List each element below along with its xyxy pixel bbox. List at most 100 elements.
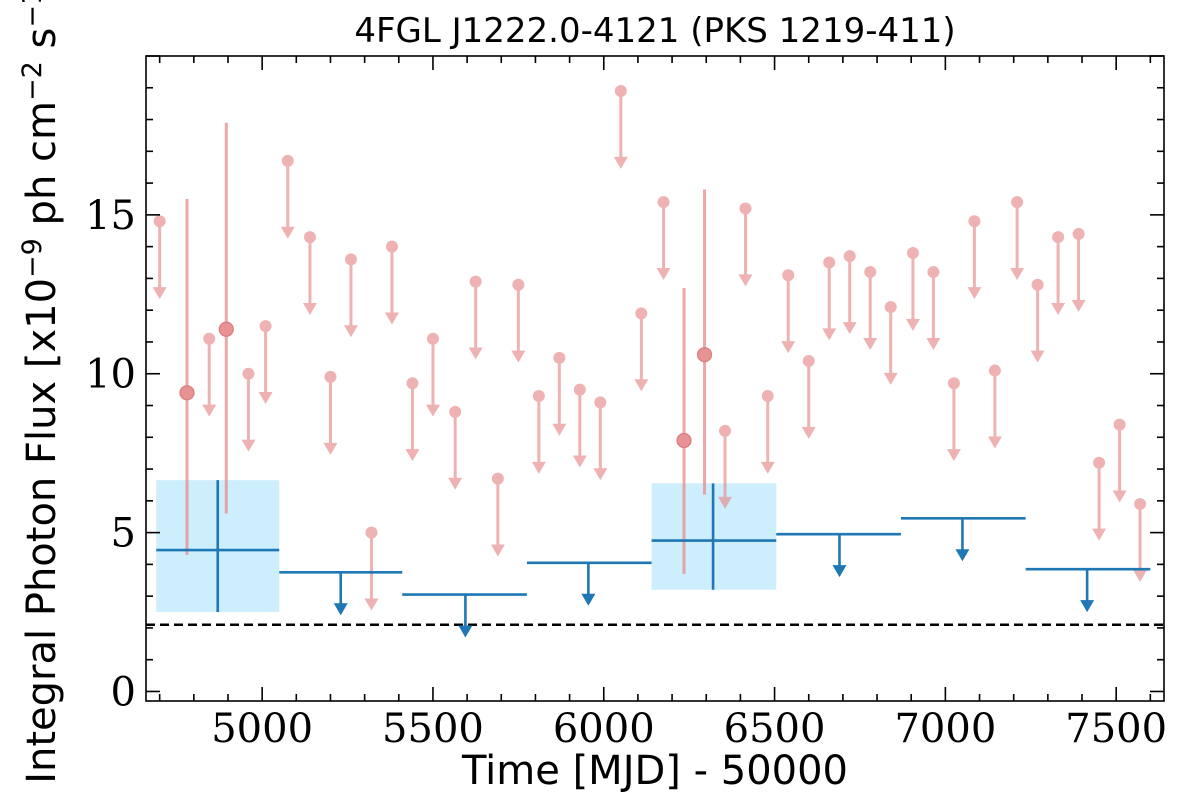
long-bin-upper-limit xyxy=(1025,567,1151,613)
y-tick-label: 15 xyxy=(85,193,136,239)
short-bin-arrow-head xyxy=(905,318,920,331)
short-bin-upper-limit xyxy=(343,253,358,338)
short-bin-ul-marker xyxy=(927,266,940,279)
short-bin-arrow-head xyxy=(1010,268,1025,281)
short-bin-arrow-head xyxy=(967,287,982,300)
short-bin-ul-marker xyxy=(968,215,981,228)
short-bin-upper-limit xyxy=(152,215,167,300)
short-bin-arrow-head xyxy=(842,322,857,335)
short-bin-ul-marker xyxy=(594,396,607,409)
short-bin-ul-marker xyxy=(303,231,316,244)
short-bin-arrow-head xyxy=(926,337,941,350)
short-bin-arrow-head xyxy=(152,287,167,300)
short-bin-arrow-head xyxy=(343,325,358,338)
short-bin-arrow-head xyxy=(781,341,796,354)
long-bin-upper-limit xyxy=(526,561,652,606)
short-bin-ul-marker xyxy=(906,246,919,259)
short-bin-upper-limit xyxy=(323,370,338,455)
short-bin-ul-marker xyxy=(988,364,1001,377)
short-bin-upper-limit xyxy=(883,301,898,385)
short-bin-upper-limit xyxy=(258,320,273,404)
short-bin-upper-limit xyxy=(384,240,399,325)
short-bin-detection-marker xyxy=(696,347,713,363)
short-bin-upper-limit xyxy=(656,196,671,281)
short-bin-ul-marker xyxy=(802,355,815,368)
long-bin-arrow-head xyxy=(581,593,596,606)
chart-title: 4FGL J1222.0-4121 (PKS 1219-411) xyxy=(354,11,955,51)
short-bin-upper-limit xyxy=(822,256,837,341)
short-bin-ul-marker xyxy=(782,269,795,282)
y-tick-labels: 0 5 10 15 xyxy=(85,193,136,716)
short-bin-upper-limit xyxy=(1071,227,1086,312)
short-bin-arrow-head xyxy=(405,449,420,462)
short-bin-ul-marker xyxy=(1052,231,1065,244)
short-bin-arrow-head xyxy=(241,439,256,452)
short-bin-upper-limit xyxy=(425,332,440,417)
short-bin-ul-marker xyxy=(573,383,586,396)
y-axis-label-exp2: −2 xyxy=(17,61,48,101)
short-bin-arrow-head xyxy=(801,426,816,439)
short-bin-upper-limit xyxy=(1133,498,1148,582)
short-bin-upper-limit xyxy=(718,424,733,509)
short-bin-ul-marker xyxy=(491,472,504,485)
short-bin-ul-marker xyxy=(153,215,166,228)
short-bin-arrow-head xyxy=(425,404,440,417)
short-bin-upper-limit xyxy=(302,231,317,316)
short-bin-arrow-head xyxy=(364,598,379,611)
short-bin-ul-marker xyxy=(469,275,482,288)
short-bin-arrow-head xyxy=(593,468,608,481)
short-bin-detection xyxy=(179,198,195,555)
x-tick-label: 6000 xyxy=(553,706,655,752)
short-bin-upper-limit xyxy=(531,389,546,474)
short-bin-arrow-head xyxy=(613,156,628,169)
short-bin-arrow-head xyxy=(531,461,546,474)
y-axis-label-exp1: −9 xyxy=(17,238,48,278)
short-bin-arrow-head xyxy=(1133,569,1148,582)
short-bin-arrow-head xyxy=(883,372,898,385)
long-bin-upper-limit xyxy=(279,571,403,616)
short-bin-arrow-head xyxy=(323,442,338,455)
short-bin-ul-marker xyxy=(823,256,836,269)
short-bin-ul-marker xyxy=(884,301,897,314)
short-bin-arrow-head xyxy=(760,461,775,474)
short-bin-ul-marker xyxy=(449,405,462,418)
short-bin-ul-marker xyxy=(657,196,670,209)
x-tick-label: 7500 xyxy=(1065,706,1167,752)
short-bin-detection xyxy=(696,189,713,495)
short-bin-arrow-head xyxy=(718,496,733,509)
short-bin-upper-limit xyxy=(863,266,878,350)
short-bin-ul-marker xyxy=(1134,498,1147,511)
long-bin-arrow-head xyxy=(333,603,348,616)
short-bin-upper-limit xyxy=(448,405,463,490)
short-bin-ul-marker xyxy=(512,278,525,291)
short-bin-arrow-head xyxy=(738,274,753,287)
short-bin-ul-marker xyxy=(1072,227,1085,240)
short-bin-upper-limit xyxy=(905,246,920,331)
short-bin-arrow-head xyxy=(202,404,217,417)
long-bin-upper-limit xyxy=(900,517,1026,562)
short-bin-upper-limit xyxy=(552,351,567,436)
short-bin-ul-marker xyxy=(344,253,357,266)
short-bin-upper-limit xyxy=(572,383,587,468)
short-bin-arrow-head xyxy=(468,347,483,360)
y-axis-label-mid2: s xyxy=(19,28,65,62)
short-bin-detection xyxy=(218,122,234,514)
plot-frame xyxy=(145,55,1165,702)
short-bin-markers xyxy=(152,84,1148,611)
short-bin-ul-marker xyxy=(1093,456,1106,469)
short-bin-upper-limit xyxy=(1051,231,1066,316)
short-bin-upper-limit xyxy=(468,275,483,360)
x-axis-label: Time [MJD] - 50000 xyxy=(461,748,848,794)
axis-ticks xyxy=(146,55,1164,701)
short-bin-upper-limit xyxy=(1030,278,1045,363)
short-bin-ul-marker xyxy=(1113,418,1126,431)
short-bin-upper-limit xyxy=(987,364,1002,449)
long-bin-arrow-head xyxy=(1080,600,1095,613)
long-bin-detection xyxy=(651,483,777,590)
short-bin-arrow-head xyxy=(258,391,273,404)
short-bin-ul-marker xyxy=(553,351,566,364)
y-axis-label-exp3: −1 xyxy=(17,0,48,28)
short-bin-upper-limit xyxy=(634,307,649,392)
short-bin-arrow-head xyxy=(946,449,961,462)
